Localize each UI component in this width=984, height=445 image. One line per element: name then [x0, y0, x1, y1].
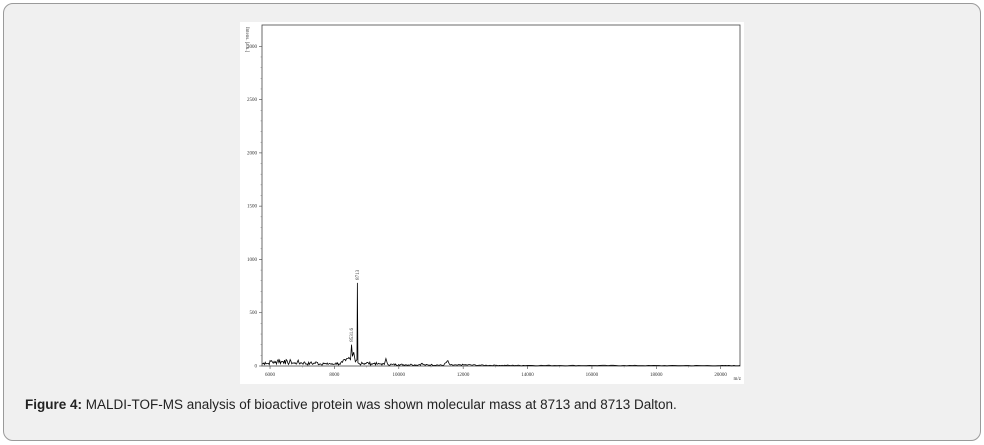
- y-tick-label: 0: [255, 365, 258, 370]
- plot-frame: [261, 24, 741, 367]
- y-tick-label: 2500: [247, 98, 258, 103]
- x-tick-label: 18000: [650, 373, 663, 378]
- peak-label: 8713: [356, 269, 361, 280]
- maldi-spectrum-chart: 0 500 1000 1500 2000 2500 3000 6000 8000 10000 120…: [244, 24, 742, 382]
- figure-caption: Figure 4: MALDI-TOF-MS analysis of bioac…: [25, 397, 677, 412]
- caption-text: MALDI-TOF-MS analysis of bioactive prote…: [82, 397, 677, 412]
- x-tick-label: 16000: [586, 373, 599, 378]
- y-tick-label: 1000: [247, 258, 258, 263]
- spectrum-line: [261, 282, 741, 367]
- x-tick-label: 10000: [393, 373, 406, 378]
- y-tick-label: 2000: [247, 151, 258, 156]
- x-tick-label: 14000: [521, 373, 534, 378]
- y-tick-label: 500: [250, 311, 258, 316]
- x-tick-label: 20000: [714, 373, 727, 378]
- x-axis-label: m/z: [734, 377, 742, 382]
- x-tick-label: 6000: [265, 373, 276, 378]
- x-tick-label: 8000: [329, 373, 340, 378]
- spectrum-figure: 0 500 1000 1500 2000 2500 3000 6000 8000 10000 120…: [240, 22, 744, 384]
- y-tick-label: 1500: [247, 205, 258, 210]
- caption-label: Figure 4:: [25, 397, 83, 412]
- y-tick-label: 3000: [247, 45, 258, 50]
- x-tick-label: 12000: [457, 373, 470, 378]
- peak-label: 8531.6: [350, 327, 355, 341]
- y-axis-label: Intens. [a.u.]: [244, 27, 249, 53]
